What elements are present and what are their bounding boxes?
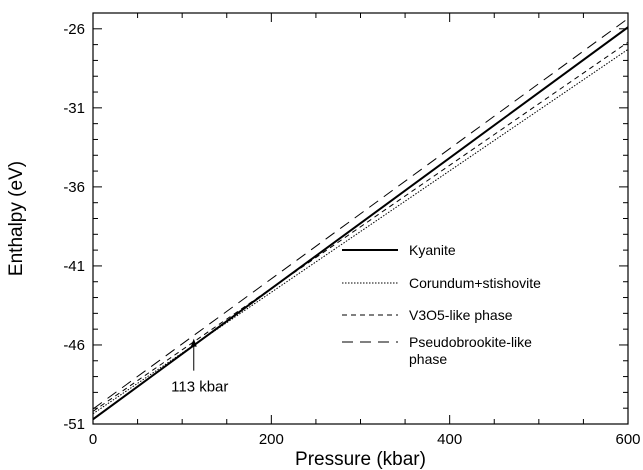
series-line-v3o5-like-phase <box>93 41 628 412</box>
plot-frame <box>92 12 629 425</box>
x-tick-label: 600 <box>615 431 640 448</box>
axis-ticks <box>92 12 629 425</box>
legend-label-line: Pseudobrookite-like <box>409 334 532 350</box>
series-lines <box>93 18 628 421</box>
y-tick-label: -46 <box>63 337 85 354</box>
series-line-pseudobrookite-like-phase <box>93 18 628 410</box>
legend-label-line: Kyanite <box>409 242 456 258</box>
x-axis-label: Pressure (kbar) <box>295 449 426 470</box>
y-tick-label: -51 <box>63 416 85 433</box>
legend-label: Corundum+stishovite <box>409 275 541 291</box>
x-tick-label: 400 <box>437 431 462 448</box>
legend-label: Pseudobrookite-like phase <box>409 334 532 367</box>
series-line-kyanite <box>93 26 628 421</box>
annotation-arrow-head <box>190 338 197 347</box>
annotation-group: 113 kbar <box>171 338 228 396</box>
legend-label-line: phase <box>409 351 447 367</box>
legend-label-line: V3O5-like phase <box>409 307 513 323</box>
series-line-corundum-stishovite <box>93 48 628 415</box>
legend-label: V3O5-like phase <box>409 307 513 323</box>
y-axis-label: Enthalpy (eV) <box>6 161 27 276</box>
legend: Kyanite Corundum+stishovite V3O5-like phas… <box>342 242 541 367</box>
tick-labels: 0 200 400 600 -51 -46 -41 -36 -31 -26 <box>63 21 640 448</box>
y-tick-label: -31 <box>63 100 85 117</box>
x-tick-label: 200 <box>259 431 284 448</box>
y-tick-label: -26 <box>63 21 85 38</box>
x-tick-label: 0 <box>89 431 97 448</box>
y-tick-label: -36 <box>63 179 85 196</box>
y-tick-label: -41 <box>63 258 85 275</box>
annotation-label: 113 kbar <box>171 379 228 396</box>
legend-label: Kyanite <box>409 242 456 258</box>
legend-label-line: Corundum+stishovite <box>409 275 541 291</box>
